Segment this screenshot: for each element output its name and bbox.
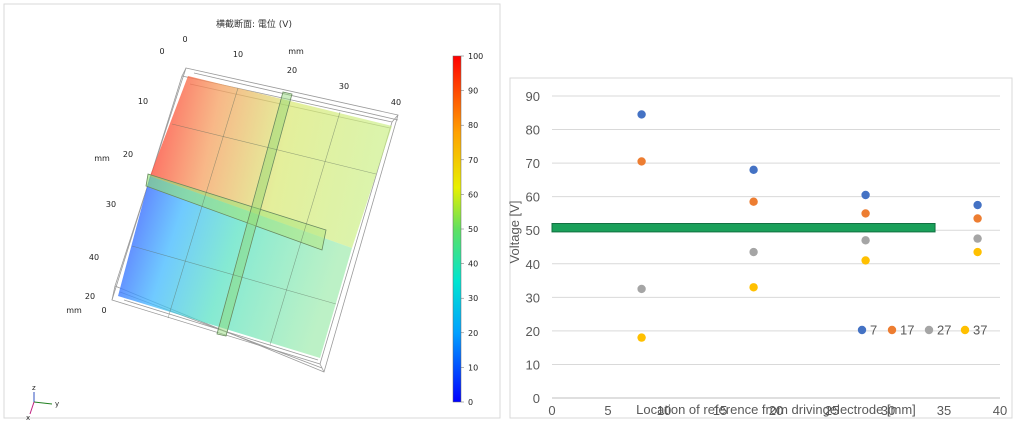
vertical-electrode-strip: [216, 91, 293, 337]
data-point: [637, 284, 646, 294]
data-point: [861, 256, 870, 265]
legend-label: 7: [870, 323, 877, 338]
x-tick-label: 15: [713, 403, 727, 418]
legend-label: 37: [973, 323, 987, 338]
legend-marker: [857, 325, 867, 335]
y-tick-label: 20: [123, 150, 133, 159]
colorbar-tick-label: 50: [468, 225, 478, 234]
x-tick-label: 40: [391, 98, 401, 107]
legend-label: 27: [937, 323, 951, 338]
y-tick-label: 10: [138, 97, 148, 106]
horizontal-electrode-strip: [145, 173, 327, 251]
colorbar-tick-label: 90: [468, 87, 478, 96]
y-tick-label: 70: [526, 156, 540, 171]
triad-z-label: z: [32, 384, 36, 392]
colorbar-tick-label: 20: [468, 329, 478, 338]
x-tick-label: 0: [548, 403, 555, 418]
reference-band: [551, 223, 936, 233]
plot-3d-title: 横截断面: 電位 (V): [216, 18, 292, 30]
x-tick-label: 40: [993, 403, 1007, 418]
colorbar-tick-label: 80: [468, 121, 478, 130]
plate-grid: [131, 87, 377, 346]
colorbar-tick-label: 100: [468, 52, 483, 61]
legend-marker: [924, 325, 934, 335]
x-tick-label: 10: [657, 403, 671, 418]
data-point: [637, 110, 646, 119]
potential-slice-upper: [150, 76, 392, 248]
legend: 7 17 27 37: [857, 323, 987, 338]
data-point: [861, 209, 870, 218]
colorbar-tick-label: 30: [468, 294, 478, 303]
data-point: [973, 200, 982, 210]
scatter-plot: 0 10 20 30 40 50 60 70 80 90 0 5 10 15 20 25 30 35 40 7 17…: [507, 89, 1007, 418]
triad-x-label: x: [26, 414, 30, 421]
y-tick-label: 60: [526, 190, 540, 205]
x-tick-label: 0: [182, 35, 187, 44]
x-tick-label: 5: [604, 403, 611, 418]
z-tick-label: 0: [101, 306, 106, 315]
y-tick-label: 10: [526, 357, 540, 372]
data-point: [749, 283, 758, 292]
triad-y-label: y: [55, 400, 59, 408]
y-tick-label: 50: [526, 223, 540, 238]
y-axis-title: Voltage [V]: [507, 201, 522, 264]
x-tick-label: 30: [881, 403, 895, 418]
x-tick-label: 35: [937, 403, 951, 418]
data-point: [749, 165, 758, 175]
y-tick-label: 30: [106, 200, 116, 209]
axis-triad-icon: z y x: [26, 384, 59, 421]
x-axis-unit: mm: [288, 47, 304, 56]
x-tick-label: 10: [233, 50, 243, 59]
colorbar-tick-label: 60: [468, 190, 478, 199]
legend-label: 17: [900, 323, 914, 338]
colorbar-tick-label: 40: [468, 260, 478, 269]
z-axis-unit: mm: [66, 306, 82, 315]
y-tick-label: 40: [526, 257, 540, 272]
y-tick-label: 0: [533, 391, 540, 406]
data-point: [973, 214, 982, 223]
y-axis-tick-labels: 0 10 20 30 40 50 60 70 80 90: [526, 89, 540, 406]
z-tick-label: 20: [85, 292, 95, 301]
y-tick-label: 20: [526, 324, 540, 339]
x-axis-tick-labels: 0 5 10 15 20 25 30 35 40: [548, 403, 1007, 418]
colorbar: [452, 55, 462, 403]
data-point: [749, 247, 758, 257]
data-points: [637, 110, 982, 342]
colorbar-tick-label: 0: [468, 398, 473, 407]
y-tick-label: 90: [526, 89, 540, 104]
data-point: [861, 190, 870, 200]
colorbar-tick-label: 10: [468, 363, 478, 372]
data-point: [973, 234, 982, 243]
x-tick-label: 20: [769, 403, 783, 418]
y-tick-label: 30: [526, 290, 540, 305]
legend-marker: [887, 325, 897, 335]
y-tick-label: 40: [89, 253, 99, 262]
y-tick-label: 80: [526, 123, 540, 138]
colorbar-tick-label: 70: [468, 156, 478, 165]
right-panel-frame: [509, 77, 1013, 419]
data-point: [637, 333, 646, 342]
surface-plot-3d: 0 10 20 30 40 mm 0 10 20 30 40 mm 20 0 m…: [66, 35, 401, 373]
x-tick-label: 25: [825, 403, 839, 418]
plot-3d-axis-labels: 0 10 20 30 40 mm 0 10 20 30 40 mm 20 0 m…: [66, 35, 401, 315]
x-axis-title: Location of reference from drivingelectr…: [636, 402, 916, 417]
x-tick-label: 20: [287, 66, 297, 75]
data-point: [749, 197, 758, 206]
y-axis-unit: mm: [94, 154, 110, 163]
legend-marker: [960, 325, 970, 335]
x-tick-label: 30: [339, 82, 349, 91]
y-tick-label: 0: [159, 47, 164, 56]
data-point: [973, 247, 982, 257]
data-point: [861, 236, 870, 245]
data-point: [637, 157, 646, 166]
